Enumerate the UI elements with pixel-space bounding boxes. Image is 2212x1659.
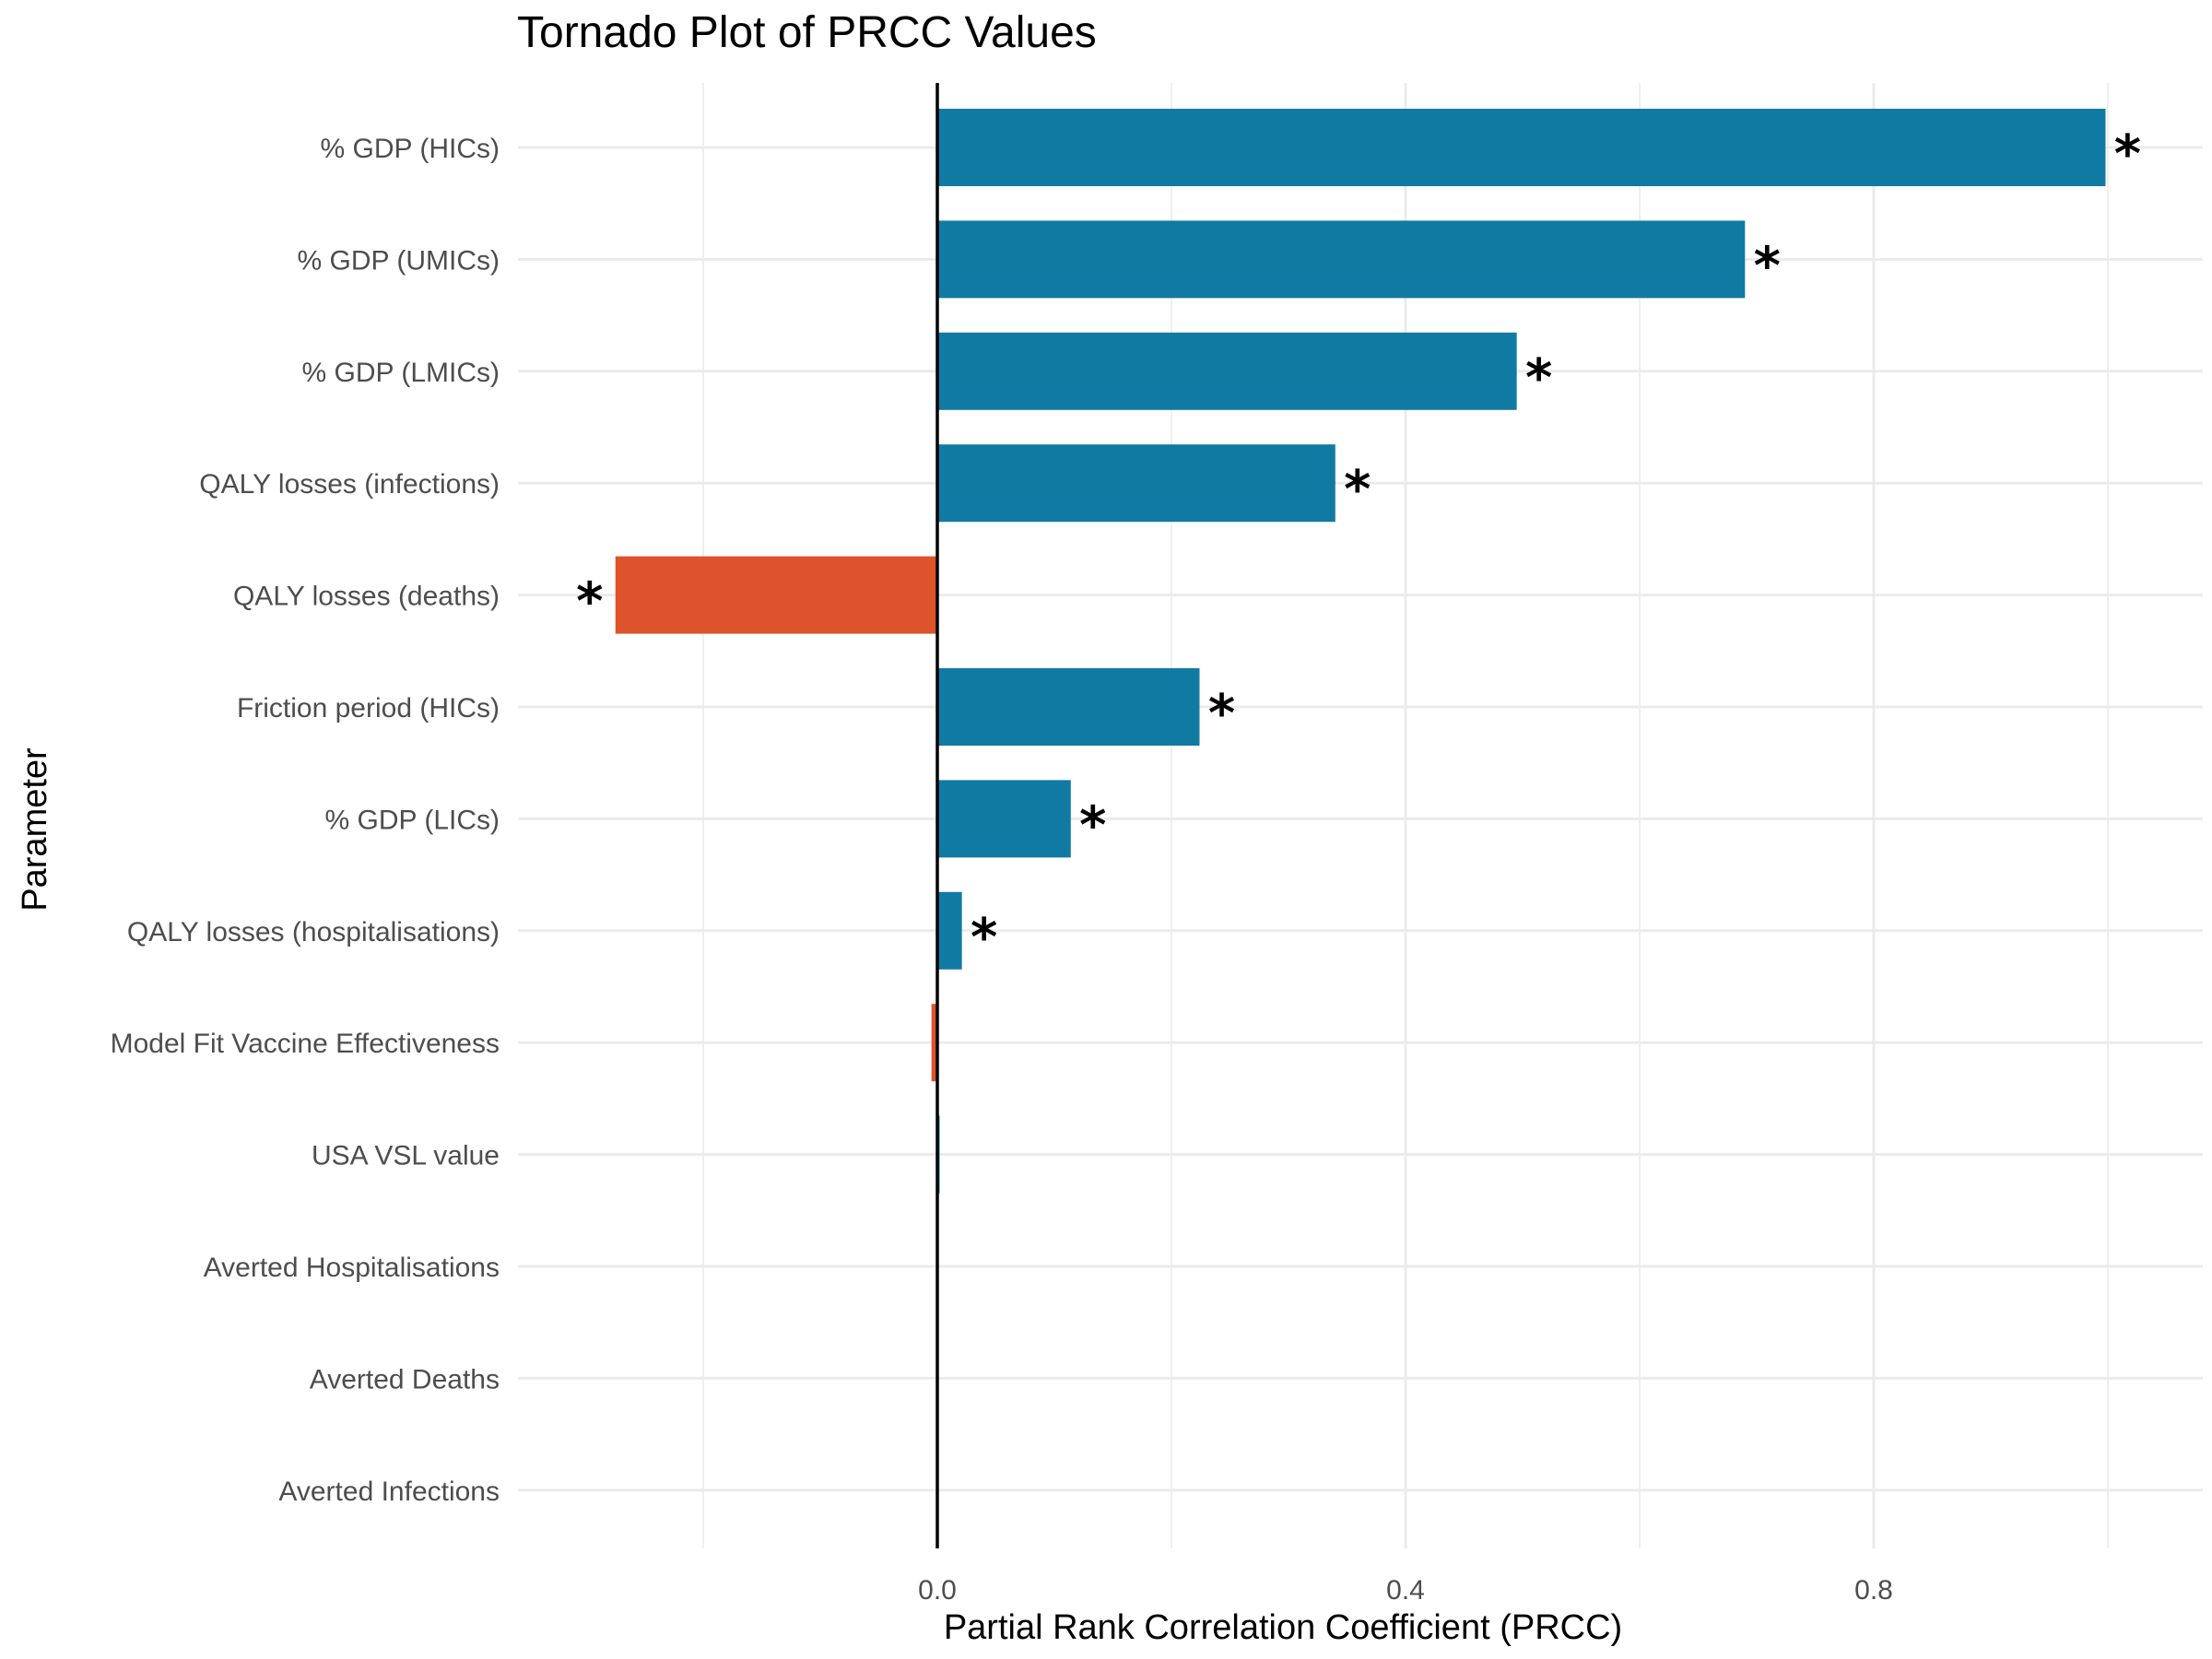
- y-tick-label: % GDP (HICs): [321, 134, 500, 164]
- y-tick-label: Averted Deaths: [310, 1364, 500, 1394]
- chart-title: Tornado Plot of PRCC Values: [517, 8, 1097, 57]
- significance-star: *: [2114, 124, 2141, 184]
- y-tick-label: Averted Hospitalisations: [204, 1253, 500, 1283]
- y-tick-label: % GDP (UMICs): [298, 245, 500, 276]
- y-tick-label: USA VSL value: [312, 1141, 500, 1171]
- significance-star: *: [1208, 684, 1235, 744]
- y-tick-label: QALY losses (deaths): [233, 582, 500, 612]
- significance-star: *: [576, 572, 603, 632]
- bar-2: [937, 220, 1746, 299]
- x-tick-label: 0.8: [1854, 1575, 1893, 1606]
- y-tick-label: Averted Infections: [278, 1477, 500, 1507]
- y-tick-label: % GDP (LMICs): [302, 358, 500, 388]
- bar-layer: [615, 83, 2106, 1548]
- bar-5: [615, 556, 937, 634]
- bar-7: [937, 780, 1071, 858]
- x-tick-label: 0.0: [918, 1575, 957, 1606]
- bar-1: [937, 109, 2106, 186]
- x-axis-title: Partial Rank Correlation Coefficient (PR…: [944, 1608, 1622, 1647]
- bar-4: [937, 444, 1335, 523]
- significance-star: *: [971, 908, 997, 968]
- y-tick-label: % GDP (LICs): [325, 805, 500, 835]
- y-tick-label: Friction period (HICs): [237, 693, 500, 724]
- y-tick-label: QALY losses (infections): [199, 469, 500, 500]
- y-axis-title: Parameter: [16, 747, 54, 912]
- significance-star: *: [1525, 348, 1552, 408]
- significance-star: *: [1344, 460, 1371, 520]
- significance-star: *: [1754, 236, 1781, 296]
- grid-layer: [518, 83, 2203, 1548]
- bar-9: [931, 1004, 937, 1082]
- bar-8: [937, 891, 962, 970]
- label-layer: % GDP (HICs) % GDP (UMICs) % GDP (LMICs) QA…: [111, 124, 2142, 1606]
- y-tick-label: QALY losses (hospitalisations): [127, 917, 500, 947]
- bar-6: [937, 668, 1200, 746]
- y-tick-label: Model Fit Vaccine Effectiveness: [111, 1029, 500, 1059]
- significance-star: *: [1079, 795, 1106, 855]
- bar-3: [937, 332, 1517, 410]
- x-tick-label: 0.4: [1386, 1575, 1425, 1606]
